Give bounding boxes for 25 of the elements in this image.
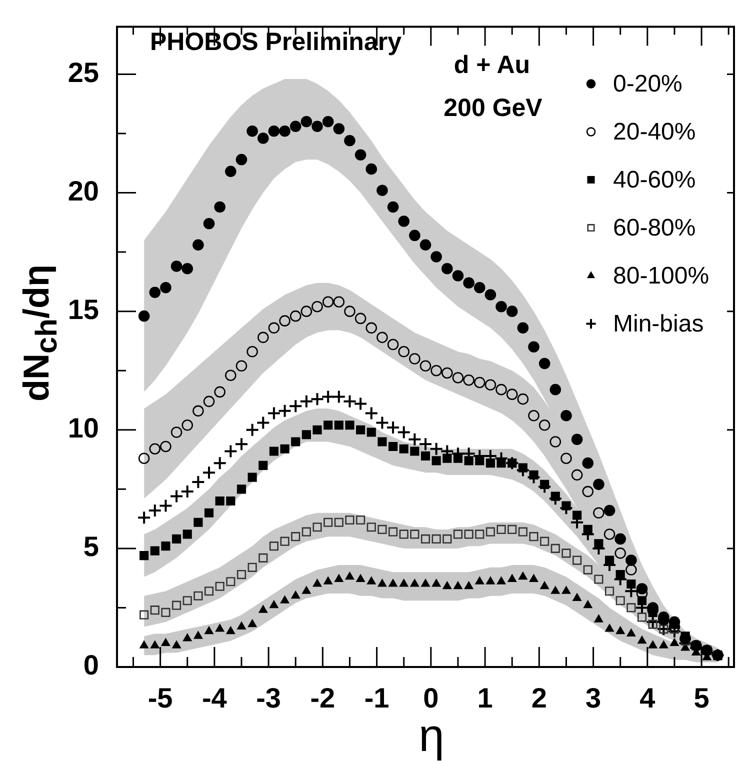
- x-tick-label: 1: [477, 682, 493, 714]
- y-tick-label: 10: [68, 412, 99, 444]
- y-tick-label: 25: [68, 56, 99, 88]
- x-tick-label: -5: [148, 682, 173, 714]
- x-tick-label: 4: [640, 682, 656, 714]
- y-tick-label: 5: [83, 531, 99, 562]
- legend-label: 0-20%: [613, 70, 682, 98]
- x-tick-label: -4: [202, 682, 228, 714]
- x-tick-label: -1: [364, 682, 390, 714]
- annotation: 200 GeV: [444, 94, 543, 122]
- y-tick-label: 0: [83, 650, 99, 681]
- x-tick-label: 5: [694, 682, 710, 714]
- legend-label: 60-80%: [613, 214, 696, 242]
- x-tick-label: 2: [531, 682, 547, 714]
- legend-label: 80-100%: [613, 262, 710, 290]
- x-tick-label: -3: [256, 682, 281, 714]
- y-tick-label: 20: [68, 175, 99, 206]
- y-tick-label: 15: [68, 294, 99, 326]
- x-tick-label: 3: [585, 682, 602, 714]
- x-tick-label: -2: [310, 682, 336, 714]
- legend-label: 20-40%: [613, 118, 696, 146]
- legend-label: 40-60%: [613, 166, 696, 194]
- legend-label: Min-bias: [613, 310, 704, 338]
- annotation: PHOBOS Preliminary: [150, 28, 402, 56]
- annotation: d + Au: [454, 50, 530, 79]
